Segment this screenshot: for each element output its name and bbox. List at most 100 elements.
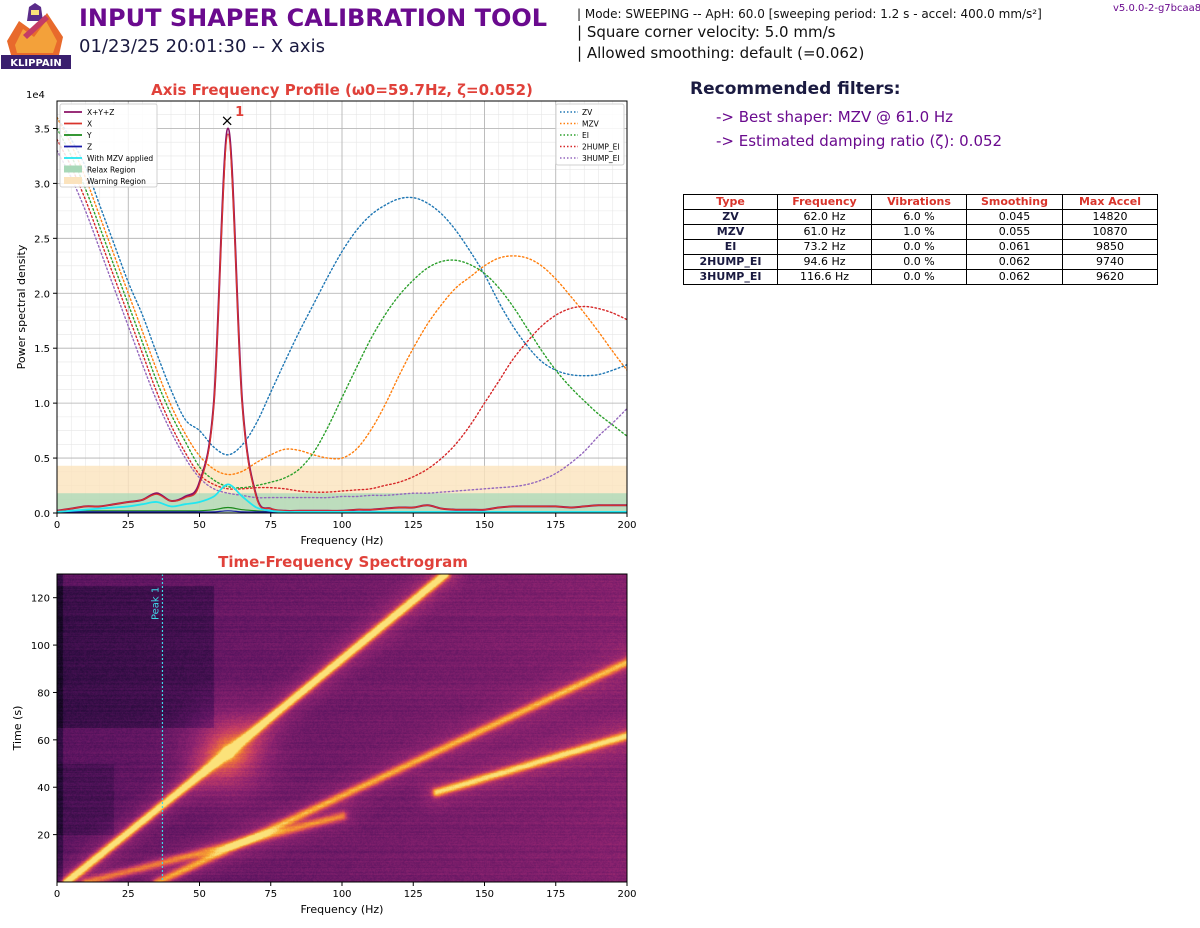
series-with-mzv-applied (57, 483, 627, 513)
best-shaper: -> Best shaper: MZV @ 61.0 Hz (716, 108, 954, 126)
y-tick-label: 0.5 (34, 454, 50, 465)
table-cell: 9740 (1062, 254, 1158, 270)
legend-label: Relax Region (87, 166, 136, 175)
table-cell: 1.0 % (871, 224, 967, 240)
series-2hump-ei (57, 138, 627, 493)
y-tick-label: 3.5 (34, 124, 50, 135)
table-header-row: Type Frequency Vibrations Smoothing Max … (683, 194, 1158, 210)
spectrogram-heatmap (57, 574, 627, 882)
shaper-name: EI (683, 239, 778, 255)
table-cell: 9620 (1062, 269, 1158, 285)
legend-label: EI (582, 131, 589, 140)
x-tick-label: 25 (122, 520, 135, 531)
x-tick-label: 25 (122, 889, 135, 900)
table-cell: 0.062 (966, 269, 1063, 285)
square-corner-velocity: | Square corner velocity: 5.0 mm/s (577, 23, 836, 41)
logo-text: KLIPPAIN (10, 58, 61, 69)
legend-label: MZV (582, 120, 600, 129)
x-tick-label: 150 (475, 889, 494, 900)
y-tick-label: 0.0 (34, 509, 50, 520)
legend-label: Z (87, 143, 92, 152)
x-axis-label: Frequency (Hz) (301, 534, 384, 547)
column-header: Type (683, 194, 778, 210)
x-tick-label: 100 (332, 889, 351, 900)
shaper-name: ZV (683, 209, 778, 225)
table-cell: 6.0 % (871, 209, 967, 225)
legend-right: ZV MZV EI 2HUMP_EI 3HUMP_EI (555, 103, 625, 166)
column-header: Smoothing (966, 194, 1063, 210)
x-tick-label: 175 (546, 889, 565, 900)
spectrogram-chart: Peak 1 0 25 50 75 100 125 150 175 200 20 40 60 80 100 1… (0, 550, 660, 920)
table-row: MZV 61.0 Hz 1.0 % 0.055 10870 (683, 224, 1158, 240)
column-header: Max Accel (1062, 194, 1158, 210)
legend-swatch (64, 165, 82, 173)
table-cell: 9850 (1062, 239, 1158, 255)
x-tick-label: 0 (54, 520, 60, 531)
series-group (57, 116, 627, 513)
column-header: Frequency (777, 194, 872, 210)
y-tick-label: 2.0 (34, 289, 50, 300)
peak-line-label: Peak 1 (150, 587, 161, 620)
y-tick-label: 20 (37, 831, 50, 842)
legend-swatch (64, 177, 82, 184)
series-zv (57, 116, 627, 456)
table-cell: 0.055 (966, 224, 1063, 240)
peak-marker (222, 116, 232, 126)
shaper-name: MZV (683, 224, 778, 240)
chart-title: Time-Frequency Spectrogram (218, 553, 468, 571)
table-cell: 0.062 (966, 254, 1063, 270)
damping-ratio: -> Estimated damping ratio (ζ): 0.052 (716, 132, 1003, 150)
series-mzv (57, 116, 627, 476)
y-tick-label: 1.5 (34, 344, 50, 355)
shaper-name: 2HUMP_EI (683, 254, 778, 270)
table-row: 3HUMP_EI 116.6 Hz 0.0 % 0.062 9620 (683, 269, 1158, 285)
table-cell: 10870 (1062, 224, 1158, 240)
legend-label: Y (86, 131, 92, 140)
x-tick-label: 125 (404, 520, 423, 531)
legend-label: Warning Region (87, 177, 146, 186)
filters-table: Type Frequency Vibrations Smoothing Max … (683, 194, 1158, 285)
x-tick-label: 200 (617, 520, 636, 531)
table-cell: 14820 (1062, 209, 1158, 225)
series-3hump-ei (57, 149, 627, 499)
y-tick-label: 80 (37, 688, 50, 699)
spectrogram-axes: Peak 1 0 25 50 75 100 125 150 175 200 20 40 60 80 100 1… (11, 553, 637, 916)
relax-region (57, 493, 627, 513)
y-axis-label: Time (s) (11, 706, 24, 752)
table-cell: 116.6 Hz (777, 269, 872, 285)
version-label: v5.0.0-2-g7bcaa8f (1113, 3, 1200, 14)
table-cell: 61.0 Hz (777, 224, 872, 240)
legend-label: X (87, 120, 92, 129)
mode-parameters: | Mode: SWEEPING -- ApH: 60.0 [sweeping … (577, 7, 1042, 21)
y-scale-label: 1e4 (26, 90, 45, 101)
x-tick-label: 75 (264, 520, 277, 531)
x-tick-label: 200 (617, 889, 636, 900)
x-axis-label: Frequency (Hz) (301, 903, 384, 916)
y-tick-label: 120 (31, 594, 50, 605)
legend-left: X+Y+Z XYZ With MZV applied Relax Region Warn… (59, 103, 158, 188)
y-tick-label: 100 (31, 641, 50, 652)
table-row: EI 73.2 Hz 0.0 % 0.061 9850 (683, 239, 1158, 255)
x-tick-label: 50 (193, 889, 206, 900)
table-cell: 0.0 % (871, 254, 967, 270)
chart-title: Axis Frequency Profile (ω0=59.7Hz, ζ=0.0… (151, 81, 533, 99)
legend-label: With MZV applied (87, 154, 153, 163)
table-cell: 0.0 % (871, 239, 967, 255)
series-ei (57, 127, 627, 489)
y-tick-label: 3.0 (34, 179, 50, 190)
x-tick-label: 150 (475, 520, 494, 531)
y-tick-label: 2.5 (34, 234, 50, 245)
klippain-logo: KLIPPAIN (1, 1, 71, 69)
x-tick-label: 75 (264, 889, 277, 900)
table-row: ZV 62.0 Hz 6.0 % 0.045 14820 (683, 209, 1158, 225)
allowed-smoothing: | Allowed smoothing: default (=0.062) (577, 44, 865, 62)
table-cell: 62.0 Hz (777, 209, 872, 225)
y-tick-label: 1.0 (34, 399, 50, 410)
page-subtitle: 01/23/25 20:01:30 -- X axis (79, 36, 325, 57)
table-cell: 94.6 Hz (777, 254, 872, 270)
x-tick-label: 175 (546, 520, 565, 531)
legend-box (59, 103, 158, 188)
legend-label: X+Y+Z (87, 108, 114, 117)
legend-label: 2HUMP_EI (582, 143, 620, 152)
table-row: 2HUMP_EI 94.6 Hz 0.0 % 0.062 9740 (683, 254, 1158, 270)
